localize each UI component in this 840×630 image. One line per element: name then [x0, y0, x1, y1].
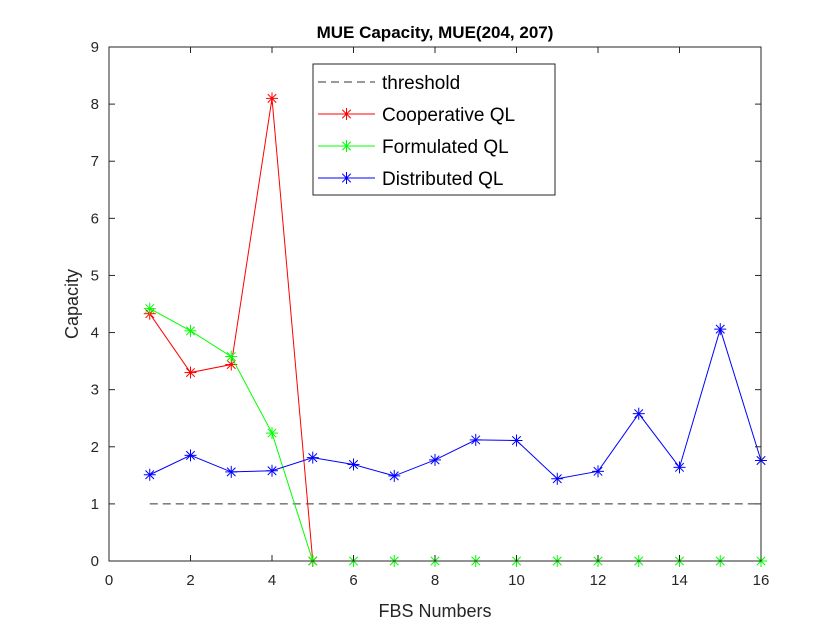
- data-point: [510, 434, 523, 447]
- data-point: [429, 453, 441, 466]
- data-point: [714, 323, 727, 336]
- x-axis: 0 2 4 6 8 10 12 14 16: [105, 47, 770, 589]
- data-point: [266, 92, 278, 105]
- data-point: [469, 433, 482, 446]
- legend-label: Cooperative QL: [382, 105, 515, 126]
- y-tick-label: 0: [91, 553, 99, 570]
- x-tick-label: 4: [268, 572, 276, 589]
- legend-box: [312, 63, 556, 196]
- legend-marker: [340, 108, 353, 120]
- y-tick-label: 8: [91, 96, 99, 113]
- x-axis-label: FBS Numbers: [378, 601, 491, 621]
- y-tick-label: 2: [91, 439, 99, 456]
- y-tick-label: 6: [91, 210, 99, 227]
- data-point: [184, 449, 197, 462]
- y-axis-label: Capacity: [62, 269, 82, 339]
- y-tick-label: 5: [91, 267, 99, 284]
- series-distributed-ql: [143, 323, 767, 485]
- data-point: [551, 472, 564, 485]
- series-layer: [143, 92, 767, 567]
- data-point: [592, 465, 604, 478]
- legend-marker: [340, 172, 353, 184]
- data-point: [225, 350, 238, 363]
- legend-label: Distributed QL: [382, 169, 503, 190]
- y-tick-label: 1: [91, 496, 99, 513]
- data-point: [184, 324, 197, 337]
- data-point: [673, 461, 686, 474]
- legend-marker: [340, 140, 353, 152]
- series-line: [149, 327, 762, 480]
- legend: threshold Cooperative QL Formulated QL Dist…: [312, 63, 556, 196]
- data-point: [347, 458, 360, 471]
- data-point: [388, 469, 401, 482]
- data-point: [266, 464, 278, 477]
- data-point: [266, 427, 278, 440]
- x-tick-label: 6: [349, 572, 357, 589]
- data-point: [143, 468, 156, 481]
- y-tick-label: 4: [91, 325, 99, 342]
- legend-label: threshold: [382, 73, 460, 94]
- x-tick-label: 14: [671, 572, 688, 589]
- data-point: [184, 366, 197, 379]
- x-tick-label: 10: [508, 572, 525, 589]
- data-point: [143, 302, 156, 315]
- x-tick-label: 12: [590, 572, 607, 589]
- y-tick-label: 7: [91, 153, 99, 170]
- y-axis: 0 1 2 3 4 5 6 7 8 9: [91, 39, 761, 570]
- data-point: [632, 407, 645, 420]
- x-tick-label: 16: [753, 572, 770, 589]
- x-tick-label: 2: [186, 572, 194, 589]
- y-tick-label: 3: [91, 382, 99, 399]
- data-point: [225, 465, 238, 478]
- legend-label: Formulated QL: [382, 137, 509, 158]
- x-tick-label: 0: [105, 572, 113, 589]
- y-tick-label: 9: [91, 39, 99, 56]
- x-tick-label: 8: [431, 572, 439, 589]
- chart-title: MUE Capacity, MUE(204, 207): [317, 23, 554, 42]
- data-point: [306, 451, 319, 464]
